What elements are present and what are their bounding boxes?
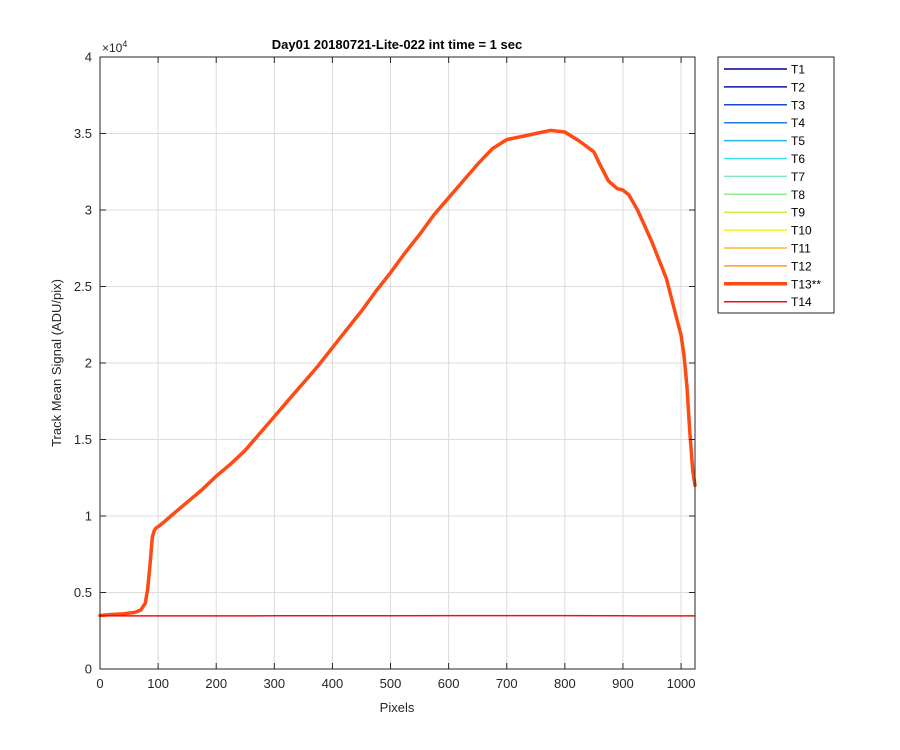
plot-lines: [98, 128, 697, 618]
y-axis-label: Track Mean Signal (ADU/pix): [49, 279, 64, 447]
axis-ticks: 0 100 200 300 400 500 600 700 800 900 1000 0 0.5 1 1.5…: [74, 50, 696, 692]
x-tick-label: 1000: [667, 676, 696, 691]
x-tick-label: 100: [147, 676, 169, 691]
x-tick-label: 600: [438, 676, 460, 691]
legend-label: T11: [791, 242, 811, 256]
y-tick-label: 0: [85, 662, 92, 677]
x-axis-label: Pixels: [380, 700, 415, 715]
legend-label: T14: [791, 295, 812, 309]
x-tick-label: 900: [612, 676, 634, 691]
x-tick-label: 0: [96, 676, 103, 691]
legend-label: T1: [791, 63, 805, 77]
legend-label: T13**: [791, 277, 821, 291]
legend-label: T8: [791, 188, 805, 202]
y-tick-label: 2.5: [74, 279, 92, 294]
legend: T1 T2 T3 T4 T5 T6 T7 T8 T9 T10 T11 T12 T13** T14: [717, 56, 835, 314]
y-tick-label: 4: [85, 50, 92, 65]
legend-label: T5: [791, 134, 805, 148]
legend-box: [717, 56, 835, 314]
x-tick-label: 200: [205, 676, 227, 691]
x-tick-label: 300: [263, 676, 285, 691]
legend-label: T12: [791, 259, 812, 273]
y-exponent-label: ×104: [102, 39, 127, 55]
y-tick-label: 1: [85, 509, 92, 524]
x-tick-label: 800: [554, 676, 576, 691]
y-tick-label: 0.5: [74, 585, 92, 600]
x-tick-label: 700: [496, 676, 518, 691]
legend-items: T1 T2 T3 T4 T5 T6 T7 T8 T9 T10 T11 T12 T13** T14: [724, 63, 821, 309]
x-tick-label: 500: [380, 676, 402, 691]
legend-label: T10: [791, 224, 812, 238]
legend-label: T7: [791, 170, 805, 184]
legend-label: T3: [791, 98, 805, 112]
gridlines: [100, 57, 695, 669]
series-line-t13: [98, 128, 697, 618]
y-tick-label: 2: [85, 356, 92, 371]
y-tick-label: 3.5: [74, 126, 92, 141]
y-tick-label: 3: [85, 203, 92, 218]
legend-label: T4: [791, 116, 805, 130]
x-tick-label: 400: [322, 676, 344, 691]
chart-title: Day01 20180721-Lite-022 int time = 1 sec: [272, 37, 522, 52]
legend-label: T9: [791, 206, 805, 220]
legend-label: T2: [791, 80, 805, 94]
y-tick-label: 1.5: [74, 432, 92, 447]
legend-label: T6: [791, 152, 805, 166]
